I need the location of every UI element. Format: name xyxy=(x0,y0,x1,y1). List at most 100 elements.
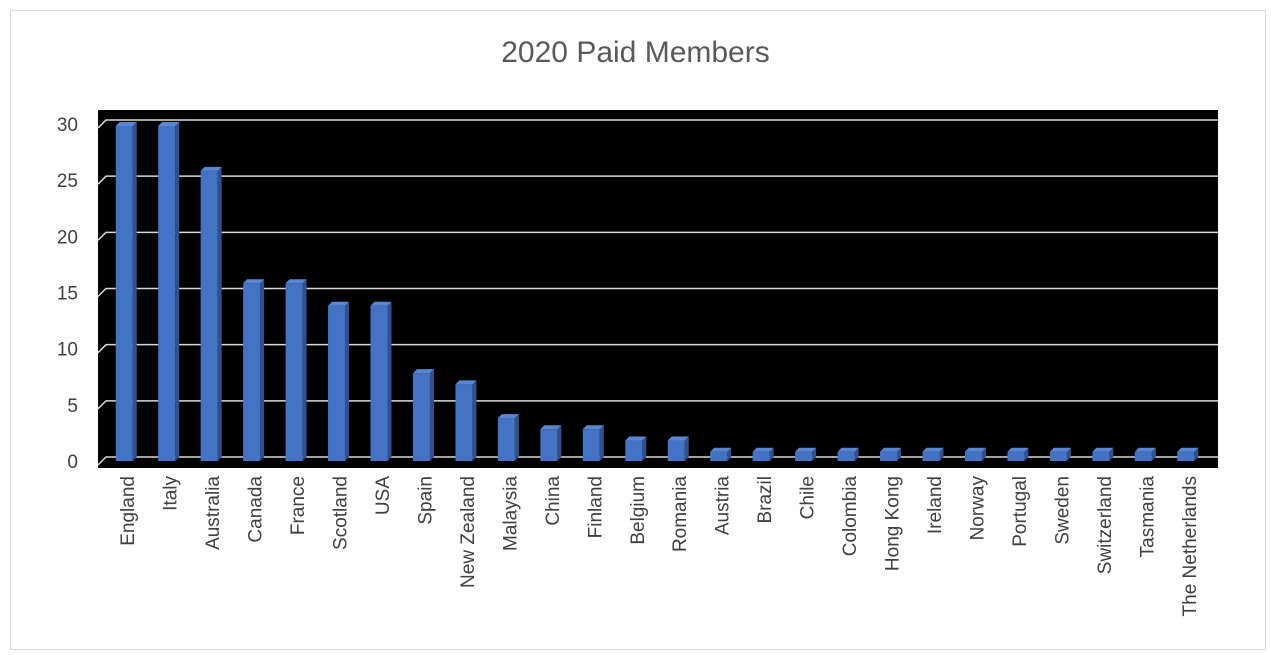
bar-top xyxy=(1049,447,1071,452)
bar-sweden xyxy=(1049,447,1071,461)
x-tick-label: England xyxy=(118,476,139,546)
bar-france xyxy=(285,279,307,461)
bar-usa xyxy=(370,301,392,461)
bar-top xyxy=(1177,447,1199,452)
bar-front xyxy=(837,451,855,461)
bar-italy xyxy=(158,122,180,461)
bar-switzerland xyxy=(1092,447,1114,461)
bar-australia xyxy=(200,166,222,461)
x-tick-label: Australia xyxy=(203,476,224,550)
bar-front xyxy=(1007,451,1025,461)
x-tick-label: Switzerland xyxy=(1095,476,1116,574)
x-tick-label: Malaysia xyxy=(500,476,521,551)
bar-top xyxy=(412,369,434,374)
gridline xyxy=(97,343,1218,354)
bar-side xyxy=(345,301,350,461)
bar-front xyxy=(1134,451,1152,461)
bar-side xyxy=(175,122,180,461)
bar-hong-kong xyxy=(880,447,902,461)
bar-side xyxy=(302,279,307,461)
x-tick-label: Finland xyxy=(585,476,606,538)
x-tick-label: Tasmania xyxy=(1137,476,1158,558)
bar-top xyxy=(1134,447,1156,452)
bar-colombia xyxy=(837,447,859,461)
bar-canada xyxy=(243,279,265,461)
y-tick-label: 25 xyxy=(57,171,78,192)
bar-front xyxy=(328,305,346,461)
x-tick-label: Canada xyxy=(246,476,267,543)
bar-top xyxy=(1092,447,1114,452)
bar-front xyxy=(243,283,261,461)
bar-front xyxy=(412,373,430,461)
bar-austria xyxy=(710,447,732,461)
bar-top xyxy=(455,380,477,385)
gridline xyxy=(97,287,1218,298)
bar-ireland xyxy=(922,447,944,461)
bar-side xyxy=(1024,447,1029,461)
gridline xyxy=(97,231,1218,241)
gridline xyxy=(97,175,1218,185)
bar-england xyxy=(115,122,137,461)
bar-top xyxy=(115,122,137,126)
bar-side xyxy=(387,301,392,461)
bar-scotland xyxy=(328,301,350,461)
bar-finland xyxy=(582,425,604,461)
bar-top xyxy=(243,279,265,284)
bar-side xyxy=(939,447,944,461)
bar-top xyxy=(582,425,604,430)
x-tick-label: Sweden xyxy=(1052,476,1073,545)
bar-side xyxy=(429,369,434,461)
bar-front xyxy=(115,126,133,461)
bar-side xyxy=(1066,447,1071,461)
bar-top xyxy=(1007,447,1029,452)
x-tick-label: Colombia xyxy=(840,476,861,557)
bar-side xyxy=(1151,447,1156,461)
bar-side xyxy=(1109,447,1114,461)
x-tick-label: Norway xyxy=(967,476,988,541)
x-tick-label: Italy xyxy=(161,476,182,511)
x-tick-label: Austria xyxy=(713,476,734,536)
bar-norway xyxy=(964,447,986,461)
bar-side xyxy=(260,279,265,461)
bar-side xyxy=(132,122,137,461)
bar-side xyxy=(557,425,562,461)
bar-front xyxy=(752,451,770,461)
bar-new-zealand xyxy=(455,380,477,461)
x-tick-label: The Netherlands xyxy=(1180,476,1201,616)
y-tick-label: 20 xyxy=(57,227,78,248)
bar-portugal xyxy=(1007,447,1029,461)
chart-title: 2020 Paid Members xyxy=(501,36,770,69)
bar-belgium xyxy=(625,436,647,461)
gridline xyxy=(97,400,1218,410)
bar-top xyxy=(710,447,732,452)
bar-top xyxy=(752,447,774,452)
bar-front xyxy=(200,170,218,461)
bar-side xyxy=(727,447,732,461)
bar-front xyxy=(710,451,728,461)
bar-chile xyxy=(795,447,817,461)
bar-the-netherlands xyxy=(1177,447,1199,461)
x-tick-label: New Zealand xyxy=(458,476,479,588)
y-tick-label: 30 xyxy=(57,115,78,136)
x-tick-label: Belgium xyxy=(628,476,649,545)
bar-front xyxy=(455,384,473,461)
bar-front xyxy=(540,429,558,461)
bar-side xyxy=(854,447,859,461)
bar-side xyxy=(642,436,647,461)
bar-side xyxy=(514,414,519,461)
bar-side xyxy=(769,447,774,461)
bar-spain xyxy=(412,369,434,461)
x-tick-label: China xyxy=(543,476,564,526)
bar-side xyxy=(472,380,477,461)
bar-top xyxy=(667,436,689,441)
bar-top xyxy=(795,447,817,452)
bar-top xyxy=(370,301,392,306)
bar-front xyxy=(795,451,813,461)
bar-front xyxy=(497,418,515,461)
bar-side xyxy=(981,447,986,461)
bar-top xyxy=(837,447,859,452)
x-tick-label: Chile xyxy=(798,476,819,519)
bar-side xyxy=(1194,447,1199,461)
bar-front xyxy=(880,451,898,461)
bar-top xyxy=(285,279,307,284)
